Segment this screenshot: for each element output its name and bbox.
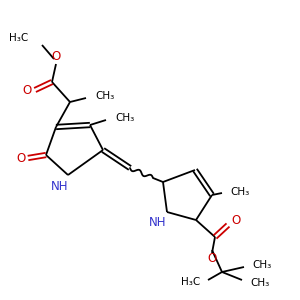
Text: CH₃: CH₃ bbox=[230, 187, 249, 197]
Text: H₃C: H₃C bbox=[9, 33, 28, 43]
Text: CH₃: CH₃ bbox=[115, 113, 134, 123]
Text: O: O bbox=[22, 83, 32, 97]
Text: O: O bbox=[51, 50, 61, 64]
Text: NH: NH bbox=[51, 179, 69, 193]
Text: O: O bbox=[16, 152, 26, 164]
Text: CH₃: CH₃ bbox=[95, 91, 114, 101]
Text: NH: NH bbox=[149, 215, 167, 229]
Text: CH₃: CH₃ bbox=[252, 260, 271, 270]
Text: O: O bbox=[207, 251, 217, 265]
Text: O: O bbox=[231, 214, 241, 226]
Text: CH₃: CH₃ bbox=[250, 278, 269, 288]
Text: H₃C: H₃C bbox=[181, 277, 200, 287]
